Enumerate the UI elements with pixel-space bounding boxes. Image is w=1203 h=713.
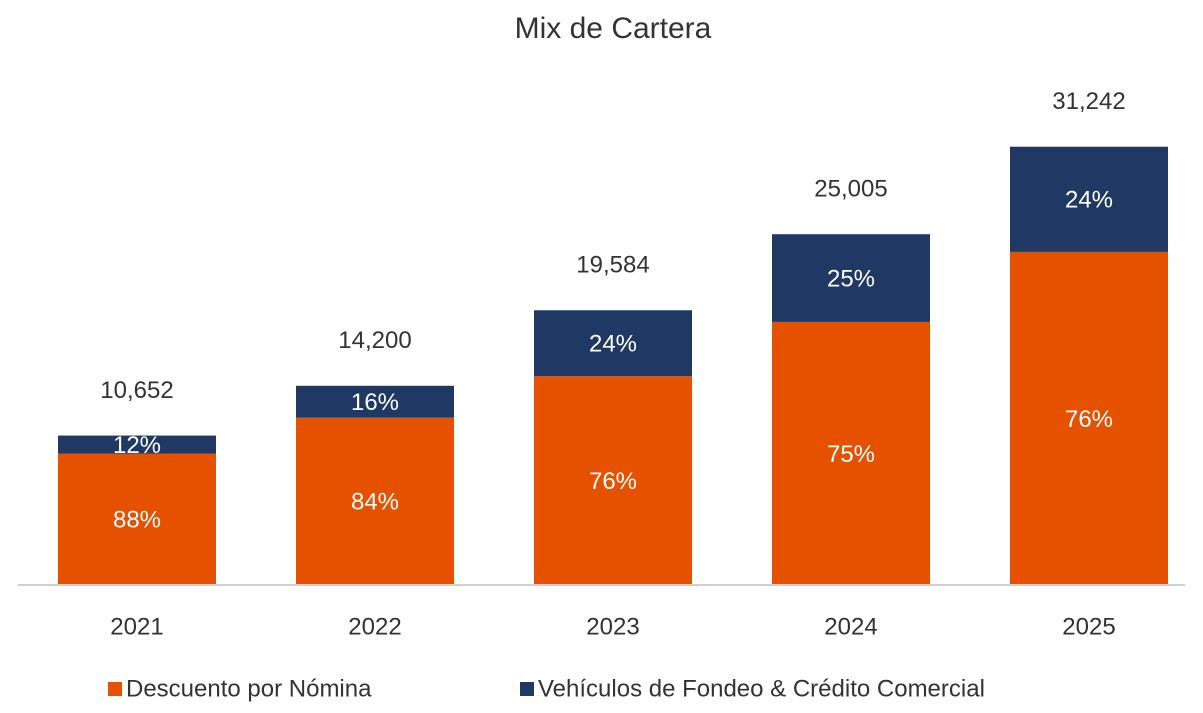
x-tick-label: 2021 — [110, 613, 163, 640]
bar-segment — [1010, 146, 1168, 252]
chart-title: Mix de Cartera — [515, 12, 712, 45]
data-label: 75% — [827, 441, 875, 468]
x-tick-label: 2023 — [586, 613, 639, 640]
legend-swatch — [520, 682, 534, 696]
x-tick-label: 2024 — [824, 613, 877, 640]
legend-label: Vehículos de Fondeo & Crédito Comercial — [538, 675, 985, 702]
bar-segment — [58, 453, 216, 585]
data-label: 84% — [351, 489, 399, 516]
x-tick-label: 2022 — [348, 613, 401, 640]
legend-swatch — [108, 682, 122, 696]
bar-segment — [1010, 251, 1168, 585]
bar-segment — [534, 310, 692, 377]
bar-segment — [296, 417, 454, 585]
total-label: 10,652 — [100, 377, 173, 404]
data-label: 16% — [351, 389, 399, 416]
data-label: 76% — [589, 468, 637, 495]
bar-segment — [772, 321, 930, 585]
legend-label: Descuento por Nómina — [126, 675, 372, 702]
data-label: 76% — [1065, 406, 1113, 433]
x-tick-label: 2025 — [1062, 613, 1115, 640]
data-label: 12% — [113, 432, 161, 459]
total-label: 31,242 — [1052, 88, 1125, 115]
data-label: 24% — [1065, 187, 1113, 214]
bar-segment — [58, 435, 216, 454]
data-label: 24% — [589, 331, 637, 358]
bar-segment — [296, 385, 454, 418]
data-label: 25% — [827, 265, 875, 292]
bar-segment — [772, 234, 930, 322]
total-label: 19,584 — [576, 252, 649, 279]
total-label: 14,200 — [338, 327, 411, 354]
data-label: 88% — [113, 507, 161, 534]
total-label: 25,005 — [814, 176, 887, 203]
bar-segment — [534, 376, 692, 585]
